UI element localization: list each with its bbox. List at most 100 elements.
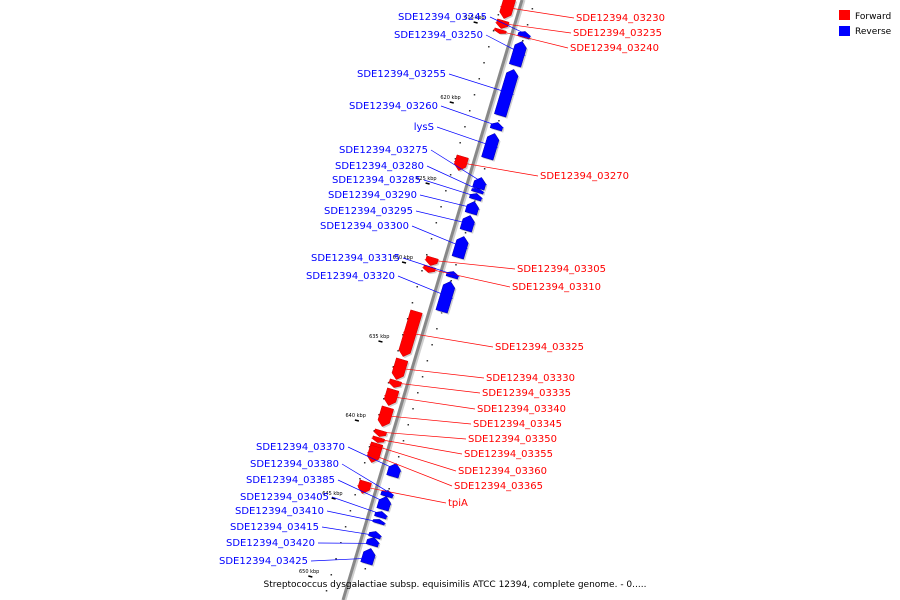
- gene-leader-line: [397, 275, 453, 299]
- gene-arrow-sde12394-03320[interactable]: [435, 281, 456, 314]
- gene-arrow-sde12394-03280[interactable]: [471, 188, 484, 195]
- gene-leader-line: [403, 331, 494, 348]
- gene-arrow-sde12394-03350[interactable]: [374, 428, 388, 437]
- gene-label-sde12394-03365[interactable]: SDE12394_03365: [454, 481, 543, 492]
- minor-tick-dot: [445, 190, 447, 192]
- gene-label-lyss[interactable]: lysS: [414, 122, 434, 133]
- gene-label-sde12394-03360[interactable]: SDE12394_03360: [458, 466, 547, 477]
- gene-label-sde12394-03415[interactable]: SDE12394_03415: [230, 522, 319, 533]
- gene-leader-line: [331, 496, 388, 517]
- gene-label-sde12394-03235[interactable]: SDE12394_03235: [573, 28, 662, 39]
- gene-arrow-sde12394-03250[interactable]: [508, 41, 527, 68]
- gene-leader-line: [423, 179, 483, 199]
- gene-label-sde12394-03285[interactable]: SDE12394_03285: [332, 175, 421, 186]
- gene-arrow-lyss[interactable]: [481, 133, 500, 161]
- gene-label-sde12394-03425[interactable]: SDE12394_03425: [219, 556, 308, 567]
- gene-arrow-sde12394-03305[interactable]: [425, 255, 439, 266]
- minor-tick-dot: [478, 78, 481, 80]
- gene-arrow-sde12394-03295[interactable]: [459, 215, 475, 233]
- scale-tick-label: 615 kbp: [464, 15, 484, 21]
- gene-arrow-sde12394-03255[interactable]: [494, 69, 519, 118]
- minor-tick-dot: [426, 254, 428, 256]
- gene-leader-line: [489, 16, 532, 37]
- gene-label-sde12394-03230[interactable]: SDE12394_03230: [576, 13, 665, 24]
- legend-swatch-reverse: [839, 26, 850, 36]
- gene-label-sde12394-03240[interactable]: SDE12394_03240: [570, 43, 659, 54]
- minor-tick-dot: [488, 46, 490, 48]
- gene-arrow-sde12394-03230[interactable]: [499, 0, 516, 19]
- minor-tick-dot: [426, 360, 429, 362]
- scale-tick-mark: [308, 575, 313, 578]
- gene-label-sde12394-03325[interactable]: SDE12394_03325: [495, 342, 584, 353]
- minor-tick-dot: [407, 424, 410, 426]
- gene-label-sde12394-03315[interactable]: SDE12394_03315: [311, 253, 400, 264]
- gene-label-sde12394-03300[interactable]: SDE12394_03300: [320, 221, 409, 232]
- gene-label-tpia[interactable]: tpiA: [448, 498, 468, 509]
- gene-label-sde12394-03245[interactable]: SDE12394_03245: [398, 12, 487, 23]
- gene-label-sde12394-03380[interactable]: SDE12394_03380: [250, 459, 339, 470]
- gene-label-sde12394-03275[interactable]: SDE12394_03275: [339, 145, 428, 156]
- gene-label-sde12394-03320[interactable]: SDE12394_03320: [306, 271, 395, 282]
- minor-tick-dot: [335, 558, 337, 560]
- gene-features: [357, 0, 532, 567]
- minor-tick-dot: [359, 478, 361, 480]
- gene-arrow-sde12394-03380[interactable]: [380, 490, 394, 499]
- minor-tick-dot: [406, 318, 409, 320]
- gene-label-sde12394-03410[interactable]: SDE12394_03410: [235, 506, 324, 517]
- gene-label-sde12394-03250[interactable]: SDE12394_03250: [394, 30, 483, 41]
- gene-label-sde12394-03385[interactable]: SDE12394_03385: [246, 475, 335, 486]
- minor-tick-dot: [416, 286, 418, 288]
- gene-label-sde12394-03370[interactable]: SDE12394_03370: [256, 442, 345, 453]
- minor-tick-dot: [522, 40, 524, 42]
- scale-tick-mark: [331, 497, 336, 500]
- minor-tick-dot: [455, 264, 457, 266]
- minor-tick-dot: [421, 270, 423, 272]
- gene-arrow-sde12394-03275[interactable]: [472, 177, 487, 191]
- minor-tick-dot: [459, 142, 461, 144]
- legend-label-forward: Forward: [855, 12, 891, 22]
- gene-label-sde12394-03405[interactable]: SDE12394_03405: [240, 492, 329, 503]
- scale-tick-mark: [449, 101, 454, 104]
- gene-label-sde12394-03255[interactable]: SDE12394_03255: [357, 69, 446, 80]
- gene-label-sde12394-03350[interactable]: SDE12394_03350: [468, 434, 557, 445]
- gene-arrow-sde12394-03290[interactable]: [464, 201, 479, 216]
- scale-tick-mark: [473, 21, 478, 24]
- gene-leader-line: [430, 149, 487, 186]
- gene-label-sde12394-03340[interactable]: SDE12394_03340: [477, 404, 566, 415]
- gene-label-sde12394-03310[interactable]: SDE12394_03310: [512, 282, 601, 293]
- legend-swatch-forward: [839, 10, 850, 20]
- gene-label-sde12394-03330[interactable]: SDE12394_03330: [486, 373, 575, 384]
- gene-leader-line: [388, 381, 481, 394]
- minor-tick-dot: [435, 222, 438, 224]
- gene-label-sde12394-03280[interactable]: SDE12394_03280: [335, 161, 424, 172]
- scale-tick-mark: [354, 419, 360, 422]
- gene-leader-line: [369, 443, 457, 472]
- gene-leader-line: [424, 259, 516, 270]
- minor-tick-dot: [344, 526, 347, 528]
- gene-label-sde12394-03335[interactable]: SDE12394_03335: [482, 388, 571, 399]
- gene-leader-line: [485, 34, 526, 56]
- gene-label-sde12394-03290[interactable]: SDE12394_03290: [328, 190, 417, 201]
- gene-arrow-sde12394-03405[interactable]: [374, 511, 388, 520]
- gene-arrow-sde12394-03300[interactable]: [451, 236, 469, 260]
- gene-label-sde12394-03270[interactable]: SDE12394_03270: [540, 171, 629, 182]
- minor-tick-dot: [340, 542, 342, 544]
- gene-label-sde12394-03295[interactable]: SDE12394_03295: [324, 206, 413, 217]
- gene-leader-line: [500, 6, 575, 19]
- gene-leader-line: [357, 485, 447, 504]
- gene-label-sde12394-03345[interactable]: SDE12394_03345: [473, 419, 562, 430]
- gene-leader-line: [402, 257, 460, 277]
- gene-label-sde12394-03305[interactable]: SDE12394_03305: [517, 264, 606, 275]
- gene-arrow-sde12394-03245[interactable]: [517, 31, 531, 40]
- scale-tick-label: 625 kbp: [416, 176, 436, 182]
- gene-label-sde12394-03420[interactable]: SDE12394_03420: [226, 538, 315, 549]
- gene-arrow-sde12394-03420[interactable]: [365, 537, 380, 548]
- gene-leader-line: [495, 22, 572, 34]
- gene-label-sde12394-03260[interactable]: SDE12394_03260: [349, 101, 438, 112]
- gene-label-sde12394-03355[interactable]: SDE12394_03355: [464, 449, 553, 460]
- gene-arrow-sde12394-03425[interactable]: [360, 548, 376, 566]
- legend-label-reverse: Reverse: [855, 27, 892, 37]
- gene-arrow-sde12394-03345[interactable]: [377, 405, 394, 427]
- minor-tick-dot: [378, 414, 380, 416]
